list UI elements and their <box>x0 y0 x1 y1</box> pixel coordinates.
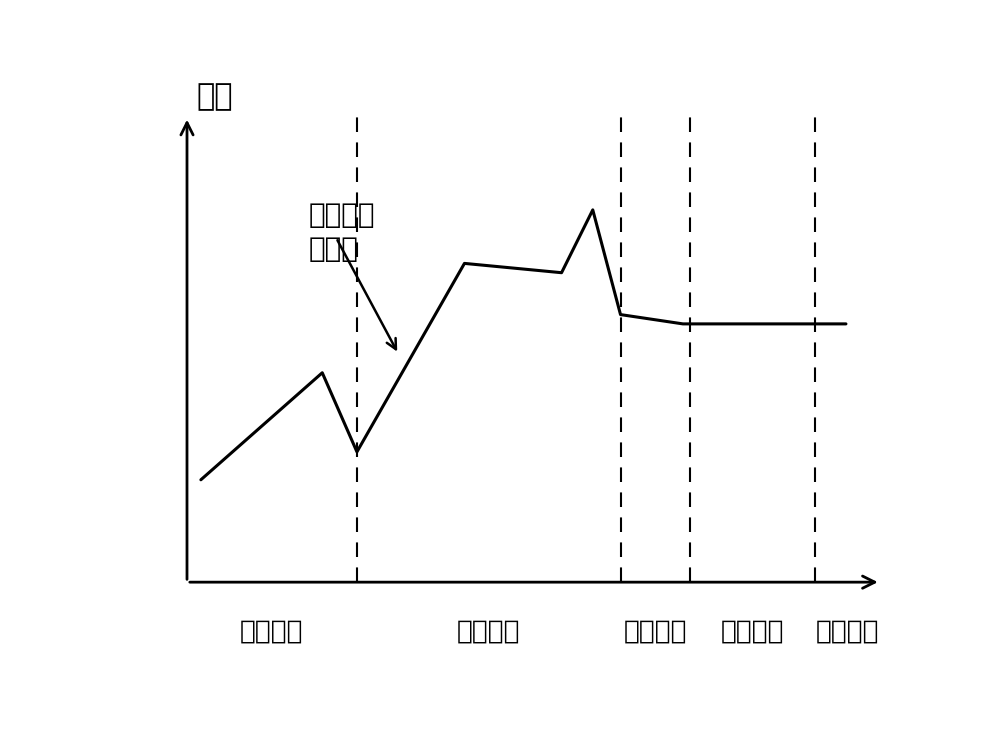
Text: 焖饭阶段: 焖饭阶段 <box>721 619 784 645</box>
Text: 沸腾阶段: 沸腾阶段 <box>623 619 687 645</box>
Text: 吸水阶段: 吸水阶段 <box>240 619 304 645</box>
Text: 加热过程: 加热过程 <box>816 619 879 645</box>
Text: 升温阶段: 升温阶段 <box>457 619 520 645</box>
Text: 温度: 温度 <box>196 82 233 111</box>
Text: 内锅的底
部温度: 内锅的底 部温度 <box>308 200 375 263</box>
